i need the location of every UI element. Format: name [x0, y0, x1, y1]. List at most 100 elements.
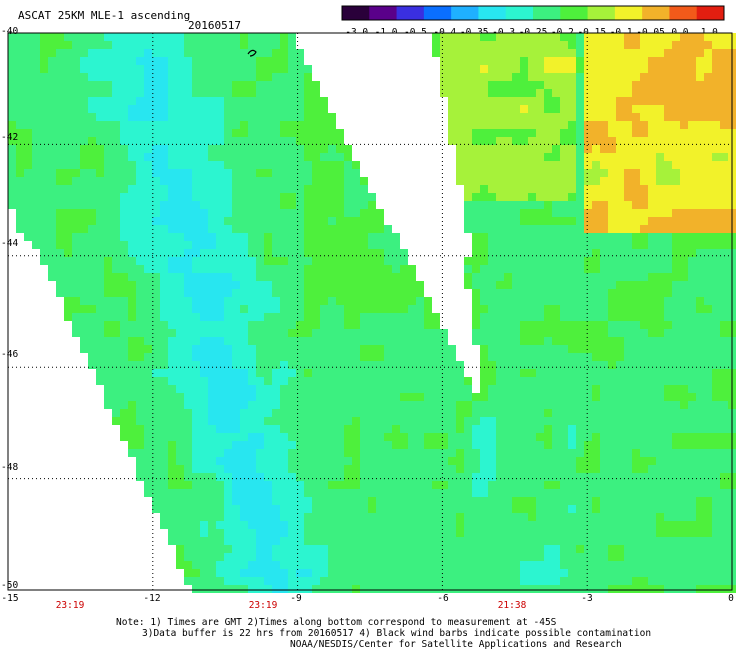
data-cell: [96, 49, 104, 57]
data-cell: [200, 313, 208, 321]
data-cell: [152, 393, 160, 401]
data-cell: [712, 457, 720, 465]
data-cell: [488, 57, 496, 65]
data-cell: [232, 121, 240, 129]
data-cell: [232, 257, 240, 265]
data-cell: [632, 209, 640, 217]
data-cell: [584, 481, 592, 489]
data-cell: [136, 441, 144, 449]
data-cell: [328, 241, 336, 249]
data-cell: [448, 89, 456, 97]
data-cell: [304, 233, 312, 241]
data-cell: [664, 145, 672, 153]
data-cell: [488, 473, 496, 481]
data-cell: [272, 97, 280, 105]
data-cell: [56, 177, 64, 185]
data-cell: [640, 457, 648, 465]
data-cell: [696, 153, 704, 161]
data-cell: [664, 49, 672, 57]
data-cell: [568, 153, 576, 161]
data-cell: [544, 169, 552, 177]
data-cell: [576, 457, 584, 465]
data-cell: [568, 489, 576, 497]
data-cell: [584, 49, 592, 57]
data-cell: [304, 457, 312, 465]
data-cell: [504, 273, 512, 281]
data-cell: [360, 441, 368, 449]
data-cell: [608, 89, 616, 97]
data-cell: [480, 369, 488, 377]
data-cell: [200, 153, 208, 161]
data-cell: [496, 265, 504, 273]
data-cell: [64, 161, 72, 169]
data-cell: [568, 321, 576, 329]
data-cell: [392, 409, 400, 417]
data-cell: [240, 313, 248, 321]
data-cell: [152, 49, 160, 57]
data-cell: [312, 153, 320, 161]
data-cell: [656, 433, 664, 441]
data-cell: [688, 409, 696, 417]
data-cell: [592, 329, 600, 337]
data-cell: [216, 113, 224, 121]
data-cell: [40, 145, 48, 153]
data-cell: [552, 353, 560, 361]
data-cell: [520, 185, 528, 193]
data-cell: [272, 209, 280, 217]
data-cell: [16, 41, 24, 49]
data-cell: [536, 353, 544, 361]
data-cell: [440, 521, 448, 529]
data-cell: [360, 209, 368, 217]
data-cell: [696, 369, 704, 377]
data-cell: [184, 265, 192, 273]
data-cell: [528, 265, 536, 273]
data-cell: [144, 153, 152, 161]
data-cell: [144, 49, 152, 57]
data-cell: [384, 513, 392, 521]
data-cell: [560, 145, 568, 153]
data-cell: [184, 489, 192, 497]
data-cell: [288, 481, 296, 489]
data-cell: [584, 393, 592, 401]
data-cell: [176, 457, 184, 465]
data-cell: [208, 297, 216, 305]
data-cell: [664, 65, 672, 73]
data-cell: [616, 321, 624, 329]
data-cell: [504, 465, 512, 473]
data-cell: [648, 449, 656, 457]
data-cell: [288, 145, 296, 153]
data-cell: [376, 385, 384, 393]
data-cell: [496, 537, 504, 545]
data-cell: [120, 217, 128, 225]
data-cell: [400, 473, 408, 481]
data-cell: [672, 41, 680, 49]
data-cell: [64, 193, 72, 201]
data-cell: [424, 537, 432, 545]
data-cell: [696, 273, 704, 281]
data-cell: [704, 177, 712, 185]
data-cell: [56, 193, 64, 201]
data-cell: [536, 449, 544, 457]
data-cell: [568, 313, 576, 321]
data-cell: [544, 129, 552, 137]
data-cell: [144, 321, 152, 329]
data-cell: [632, 89, 640, 97]
data-cell: [336, 209, 344, 217]
data-cell: [496, 513, 504, 521]
data-cell: [712, 33, 720, 41]
data-cell: [680, 457, 688, 465]
data-cell: [296, 49, 304, 57]
data-cell: [120, 289, 128, 297]
data-cell: [304, 369, 312, 377]
data-cell: [176, 81, 184, 89]
data-cell: [664, 521, 672, 529]
data-cell: [696, 249, 704, 257]
data-cell: [480, 465, 488, 473]
data-cell: [240, 377, 248, 385]
data-cell: [328, 497, 336, 505]
data-cell: [304, 449, 312, 457]
data-cell: [160, 289, 168, 297]
data-cell: [464, 209, 472, 217]
data-cell: [680, 201, 688, 209]
data-cell: [128, 129, 136, 137]
